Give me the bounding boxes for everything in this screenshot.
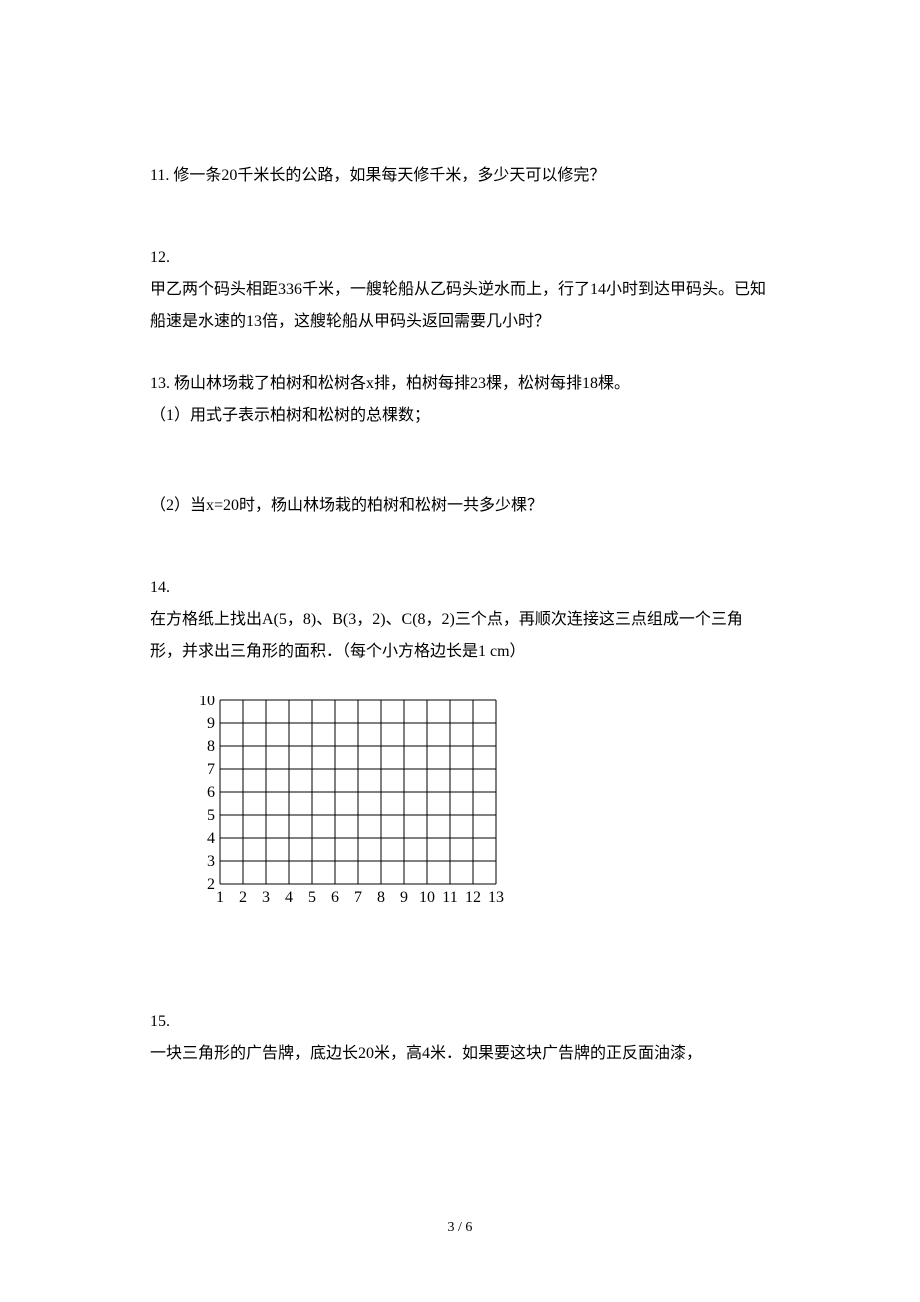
- coordinate-grid: 109876543212345678910111213: [192, 696, 552, 956]
- question-14: 14. 在方格纸上找出A(5，8)、B(3，2)、C(8，2)三个点，再顺次连接…: [150, 572, 770, 956]
- svg-text:10: 10: [199, 696, 215, 709]
- question-12-body: 甲乙两个码头相距336千米，一艘轮船从乙码头逆水而上，行了14小时到达甲码头。已…: [150, 274, 770, 338]
- svg-text:4: 4: [285, 889, 293, 906]
- svg-text:1: 1: [216, 889, 224, 906]
- svg-text:6: 6: [331, 889, 339, 906]
- svg-text:7: 7: [354, 889, 362, 906]
- page-number: 3 / 6: [0, 1214, 920, 1242]
- svg-text:9: 9: [400, 889, 408, 906]
- question-15: 15. 一块三角形的广告牌，底边长20米，高4米．如果要这块广告牌的正反面油漆，: [150, 1006, 770, 1070]
- svg-text:2: 2: [207, 876, 215, 893]
- spacer: [150, 968, 770, 1006]
- svg-text:7: 7: [207, 761, 215, 778]
- question-15-number: 15.: [150, 1006, 770, 1038]
- question-14-body: 在方格纸上找出A(5，8)、B(3，2)、C(8，2)三个点，再顺次连接这三点组…: [150, 604, 770, 668]
- question-13: 13. 杨山林场栽了柏树和松树各x排，柏树每排23棵，松树每排18棵。 （1）用…: [150, 368, 770, 522]
- svg-text:8: 8: [207, 738, 215, 755]
- spacer: [150, 350, 770, 368]
- question-15-body: 一块三角形的广告牌，底边长20米，高4米．如果要这块广告牌的正反面油漆，: [150, 1038, 770, 1070]
- grid-container: 109876543212345678910111213: [192, 696, 770, 956]
- svg-text:2: 2: [239, 889, 247, 906]
- svg-text:3: 3: [207, 853, 215, 870]
- question-13-head: 13. 杨山林场栽了柏树和松树各x排，柏树每排23棵，松树每排18棵。: [150, 368, 770, 400]
- question-11: 11. 修一条20千米长的公路，如果每天修千米，多少天可以修完？: [150, 160, 770, 192]
- spacer: [150, 204, 770, 242]
- svg-text:13: 13: [488, 889, 504, 906]
- svg-text:9: 9: [207, 715, 215, 732]
- svg-text:4: 4: [207, 830, 215, 847]
- document-page: 11. 修一条20千米长的公路，如果每天修千米，多少天可以修完？ 12. 甲乙两…: [0, 0, 920, 1302]
- question-12-number: 12.: [150, 242, 770, 274]
- svg-text:12: 12: [465, 889, 481, 906]
- spacer: [150, 534, 770, 572]
- spacer: [150, 432, 770, 490]
- svg-text:10: 10: [419, 889, 435, 906]
- svg-text:5: 5: [207, 807, 215, 824]
- svg-text:11: 11: [442, 889, 457, 906]
- question-14-number: 14.: [150, 572, 770, 604]
- question-11-text: 11. 修一条20千米长的公路，如果每天修千米，多少天可以修完？: [150, 167, 605, 184]
- question-12: 12. 甲乙两个码头相距336千米，一艘轮船从乙码头逆水而上，行了14小时到达甲…: [150, 242, 770, 338]
- svg-text:6: 6: [207, 784, 215, 801]
- svg-text:8: 8: [377, 889, 385, 906]
- question-13-part2: （2）当x=20时，杨山林场栽的柏树和松树一共多少棵？: [150, 490, 770, 522]
- svg-text:3: 3: [262, 889, 270, 906]
- svg-text:5: 5: [308, 889, 316, 906]
- question-13-part1: （1）用式子表示柏树和松树的总棵数；: [150, 400, 770, 432]
